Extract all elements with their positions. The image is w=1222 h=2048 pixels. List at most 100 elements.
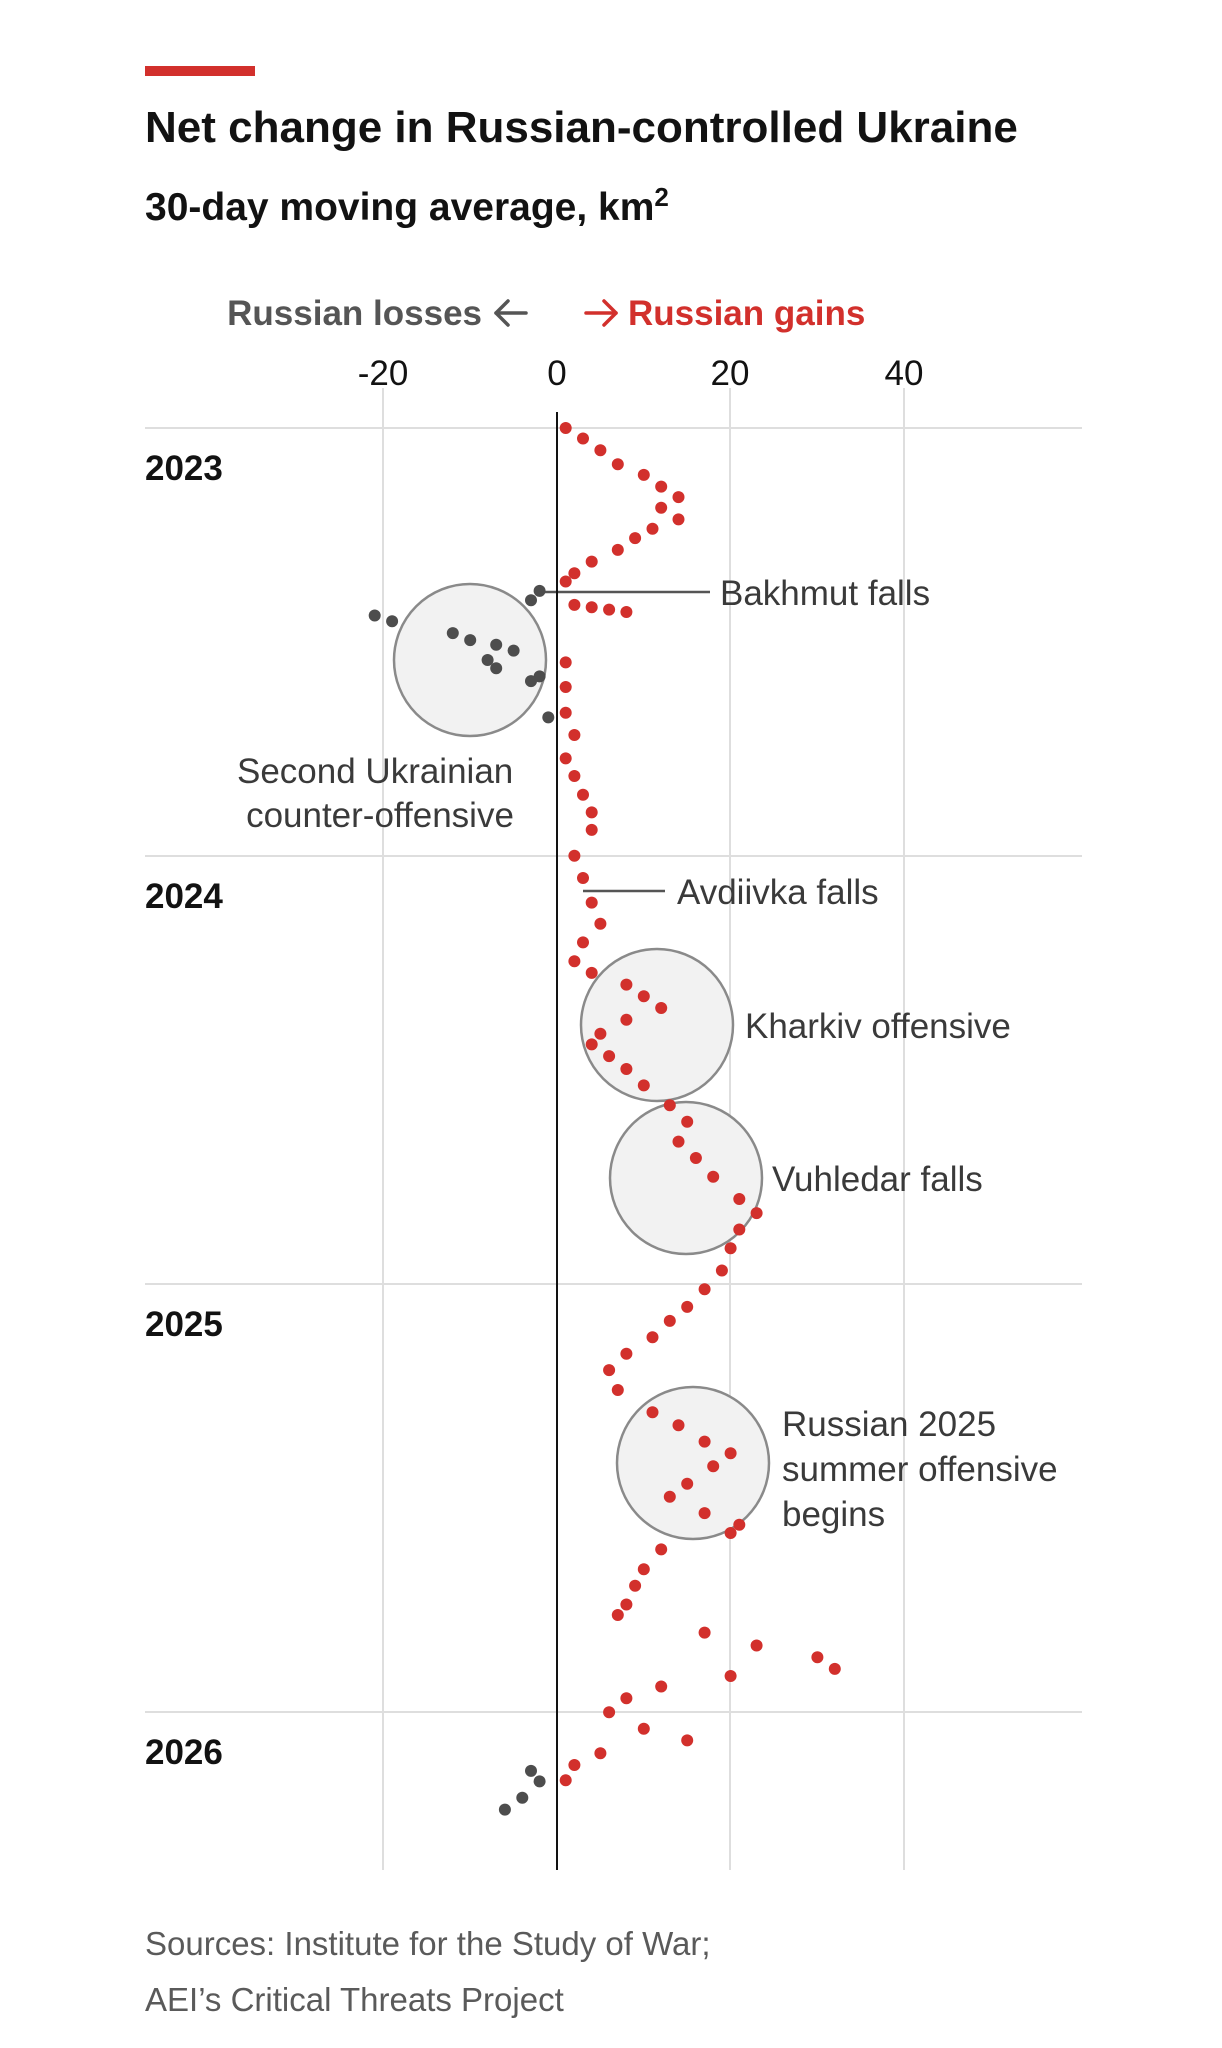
annotation-counteroffensive: Second Ukrainian counter-offensive <box>237 752 523 835</box>
annotation-bubbles <box>392 582 771 1541</box>
loss-point <box>481 654 494 666</box>
gain-point <box>733 1223 746 1236</box>
loss-point <box>464 634 477 647</box>
loss-point <box>498 1803 511 1816</box>
gain-point <box>611 458 624 471</box>
gain-point <box>655 1002 668 1014</box>
gain-point <box>594 1747 607 1760</box>
gain-point <box>568 955 581 968</box>
gain-point <box>646 1406 659 1419</box>
gain-point <box>733 1193 746 1205</box>
annotation-leaders <box>540 590 710 893</box>
x-tick-label: 40 <box>885 354 924 393</box>
gain-point <box>681 1300 694 1313</box>
gain-point <box>585 896 598 909</box>
loss-point <box>542 711 555 724</box>
gain-point <box>672 1419 685 1432</box>
gain-point <box>724 1670 737 1682</box>
gain-point <box>603 1364 616 1377</box>
gain-point <box>568 1759 581 1771</box>
gain-point <box>620 1013 633 1026</box>
gain-point <box>577 432 589 445</box>
gain-point <box>655 1680 668 1693</box>
losses-label: Russian losses <box>227 294 482 333</box>
year-label: 2025 <box>145 1305 223 1344</box>
gain-point <box>681 1734 694 1747</box>
loss-point <box>368 609 381 622</box>
gain-point <box>707 1460 720 1473</box>
annotation-vuhledar: Vuhledar falls <box>772 1160 983 1199</box>
year-label: 2026 <box>145 1733 223 1772</box>
gain-point <box>620 978 633 991</box>
annotation-bubble <box>608 1100 764 1256</box>
gain-point <box>585 823 598 836</box>
scatter-points <box>368 422 841 1816</box>
loss-point <box>386 615 399 628</box>
gain-point <box>559 1774 572 1787</box>
gain-point <box>620 1063 633 1075</box>
gain-point <box>568 598 581 611</box>
annotation-bakhmut: Bakhmut falls <box>720 574 930 613</box>
gain-point <box>568 770 581 782</box>
gain-point <box>750 1207 763 1220</box>
loss-point <box>525 594 537 607</box>
source-line-1: Sources: Institute for the Study of War; <box>145 1925 711 1962</box>
annotation-bubble <box>392 582 548 738</box>
gain-point <box>568 729 581 741</box>
accent-bar <box>145 66 255 76</box>
gain-point <box>568 849 581 862</box>
x-tick-label: 0 <box>547 354 566 393</box>
loss-point <box>525 675 537 688</box>
gain-point <box>620 606 633 618</box>
gain-point <box>594 444 607 457</box>
annotation-avdiivka: Avdiivka falls <box>677 873 879 912</box>
gain-point <box>594 917 607 930</box>
gain-point <box>663 1490 676 1503</box>
gain-point <box>568 567 581 580</box>
gains-label: Russian gains <box>628 294 865 333</box>
gain-point <box>620 1347 633 1360</box>
gain-point <box>585 806 598 819</box>
annotation-line: summer offensive <box>782 1450 1058 1489</box>
gain-point <box>672 513 685 526</box>
gain-point <box>603 603 616 616</box>
gain-point <box>559 752 572 765</box>
gain-point <box>672 491 685 504</box>
gain-point <box>681 1477 694 1490</box>
gain-point <box>629 1579 642 1592</box>
x-tick-label: 20 <box>711 354 750 393</box>
gain-point <box>603 1706 616 1719</box>
gain-point <box>655 480 668 493</box>
loss-point <box>525 1764 537 1777</box>
gain-point <box>611 1384 624 1396</box>
annotation-line: begins <box>782 1495 885 1534</box>
loss-point <box>490 662 503 675</box>
annotation-line: counter-offensive <box>246 796 514 835</box>
gain-point <box>655 1543 668 1556</box>
gain-point <box>715 1264 728 1277</box>
gain-point <box>603 1050 616 1063</box>
gain-point <box>559 656 572 669</box>
gain-point <box>750 1639 763 1652</box>
gain-point <box>663 1099 676 1112</box>
gain-point <box>637 1563 650 1576</box>
loss-point <box>533 584 546 597</box>
year-label: 2024 <box>145 877 223 916</box>
gain-point <box>559 706 572 719</box>
gain-point <box>559 422 572 434</box>
gain-point <box>577 872 589 884</box>
gain-point <box>707 1170 720 1183</box>
subtitle-text: 30-day moving average, km <box>145 186 654 229</box>
gain-point <box>577 788 589 801</box>
gain-point <box>611 543 624 556</box>
gain-point <box>698 1283 711 1296</box>
gain-point <box>629 532 642 545</box>
direction-legend: Russian losses Russian gains <box>227 294 865 333</box>
gain-point <box>585 1038 598 1051</box>
gain-point <box>577 936 589 949</box>
gain-point <box>646 1331 659 1344</box>
annotation-line: Russian 2025 <box>782 1405 996 1444</box>
gain-point <box>663 1314 676 1327</box>
loss-point <box>446 627 459 640</box>
